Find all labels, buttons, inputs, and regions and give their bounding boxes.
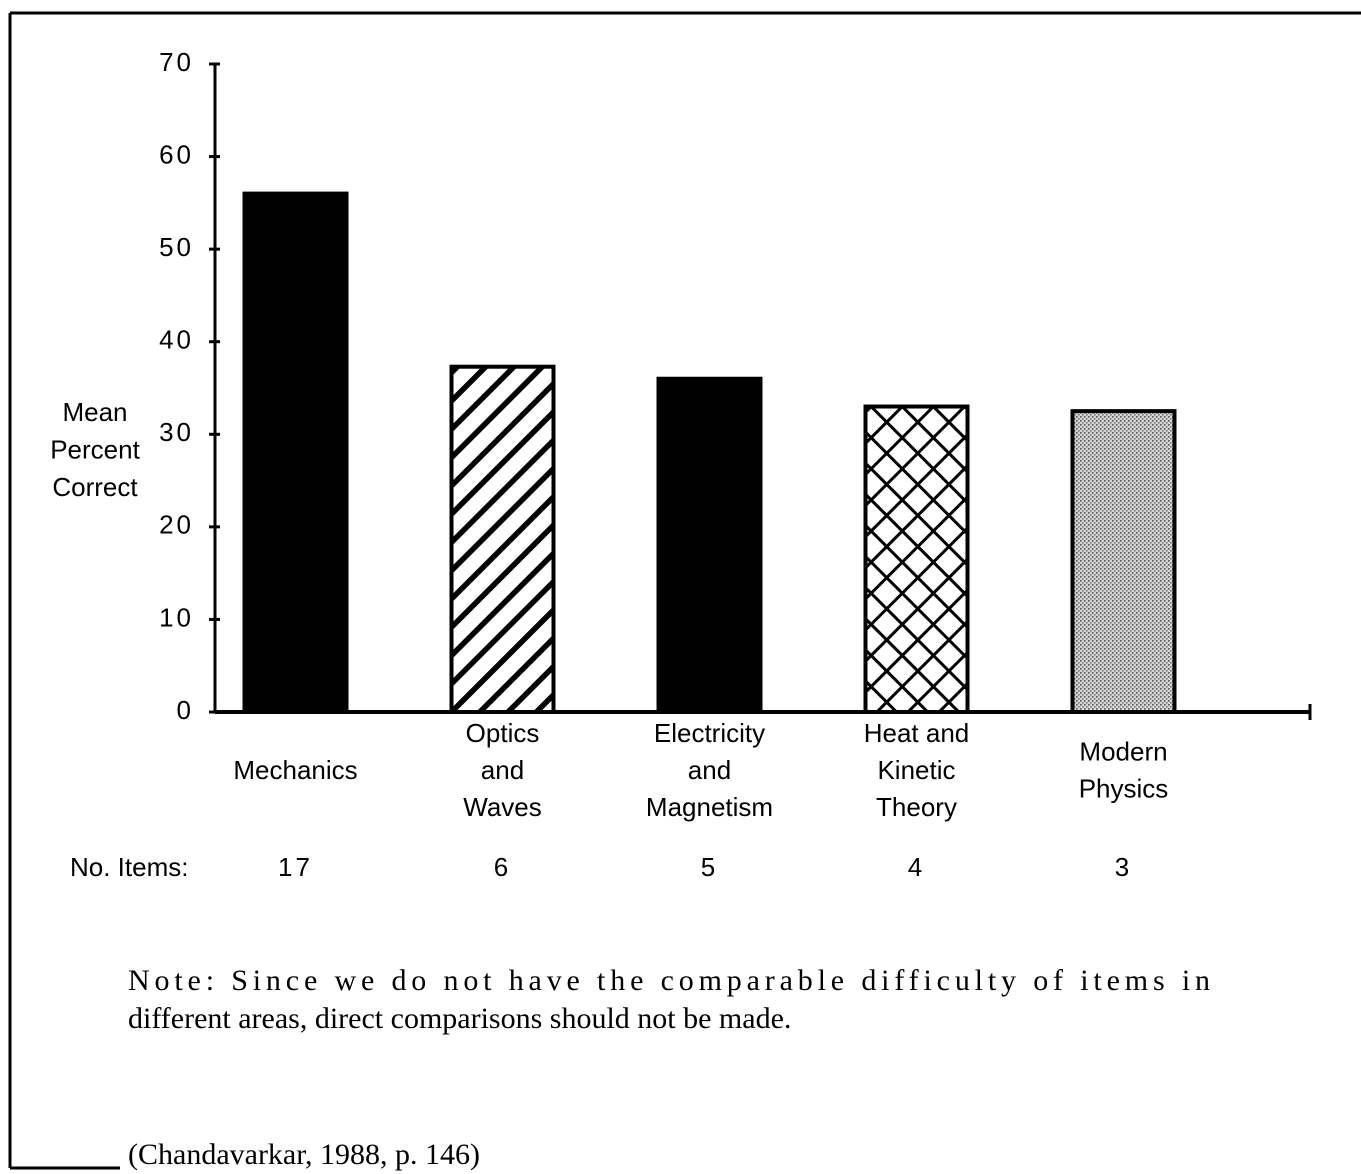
x-tick-label-line: Magnetism — [646, 792, 773, 822]
y-tick-label: 0 — [177, 695, 194, 725]
x-tick-label-line: and — [481, 755, 524, 785]
y-tick-label: 20 — [159, 510, 194, 540]
y-tick-label: 60 — [159, 139, 194, 169]
note: Note: Since we do not have the comparabl… — [128, 964, 1210, 997]
y-axis-label: Percent — [50, 434, 140, 464]
x-tick-label: Optics and Waves — [463, 718, 542, 822]
x-tick-label: Modern Physics — [1079, 736, 1169, 803]
items-label: No. Items: — [70, 852, 188, 882]
x-tick-label-line: Kinetic — [877, 755, 955, 785]
bar — [863, 404, 970, 714]
bar — [242, 191, 349, 715]
x-tick-label-line: Electricity — [654, 718, 765, 748]
x-tick-label-line: Waves — [463, 792, 542, 822]
y-tick-label: 70 — [159, 47, 194, 77]
y-tick-label: 40 — [159, 325, 194, 355]
x-tick-label: Mechanics — [233, 755, 357, 785]
frame — [8, 11, 1361, 1170]
item-count: 5 — [701, 852, 718, 882]
x-tick-label-line: Theory — [876, 792, 957, 822]
x-tick-label-line: Physics — [1079, 773, 1169, 803]
bar — [449, 364, 556, 714]
y-axis-label: Correct — [52, 472, 138, 502]
y-tick-label: 50 — [159, 232, 194, 262]
bar — [1070, 409, 1177, 714]
item-count: 4 — [908, 852, 925, 882]
y-tick-label: 30 — [159, 417, 194, 447]
x-tick-label-line: Optics — [466, 718, 540, 748]
source: (Chandavarkar, 1988, p. 146) — [128, 1138, 480, 1171]
item-count: 6 — [494, 852, 511, 882]
y-tick-label: 10 — [159, 602, 194, 632]
note: different areas, direct comparisons shou… — [128, 1002, 791, 1035]
x-tick-label: Heat and Kinetic Theory — [864, 718, 970, 822]
x-tick-label-line: Mechanics — [233, 755, 357, 785]
item-count: 17 — [278, 852, 313, 882]
x-tick-label-line: Modern — [1079, 736, 1167, 766]
item-count: 3 — [1115, 852, 1132, 882]
x-tick-label-line: and — [688, 755, 731, 785]
x-tick-label-line: Heat and — [864, 718, 970, 748]
x-tick-label: Electricity and Magnetism — [646, 718, 773, 822]
y-axis-label: Mean — [62, 397, 127, 427]
bar — [656, 376, 763, 714]
